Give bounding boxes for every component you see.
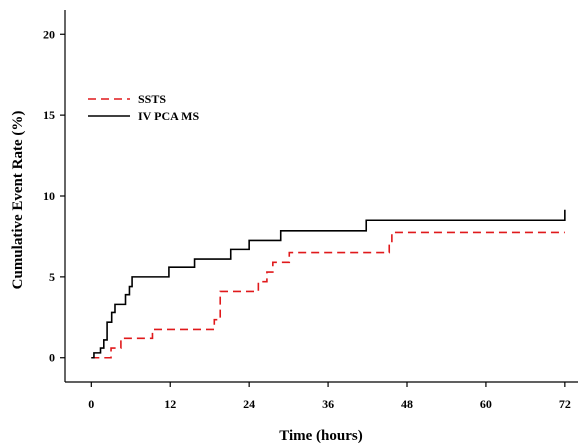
legend: SSTS IV PCA MS <box>88 92 199 123</box>
y-tick-label: 10 <box>43 189 55 203</box>
x-tick-label: 24 <box>243 397 255 411</box>
x-tick-label: 0 <box>88 397 94 411</box>
x-tick-label: 72 <box>559 397 571 411</box>
series-layer <box>91 209 566 359</box>
y-tick-label: 0 <box>49 351 55 365</box>
series-line-iv-pca-ms <box>91 209 566 359</box>
plot-area: 0 5 10 15 20 0 12 24 36 48 60 72 <box>43 10 578 411</box>
y-axis-title: Cumulative Event Rate (%) <box>10 111 26 290</box>
y-tick-label: 5 <box>49 270 55 284</box>
y-ticks: 0 5 10 15 20 <box>43 27 65 365</box>
x-tick-label: 60 <box>480 397 492 411</box>
x-axis-title: Time (hours) <box>279 428 362 444</box>
x-tick-label: 36 <box>322 397 334 411</box>
x-tick-label: 48 <box>401 397 413 411</box>
x-ticks: 0 12 24 36 48 60 72 <box>88 382 571 411</box>
legend-label-ssts: SSTS <box>138 92 166 106</box>
y-tick-label: 15 <box>43 108 55 122</box>
y-tick-label: 20 <box>43 27 55 41</box>
legend-label-iv-pca-ms: IV PCA MS <box>138 109 199 123</box>
series-line-ssts <box>91 231 565 359</box>
x-tick-label: 12 <box>164 397 176 411</box>
